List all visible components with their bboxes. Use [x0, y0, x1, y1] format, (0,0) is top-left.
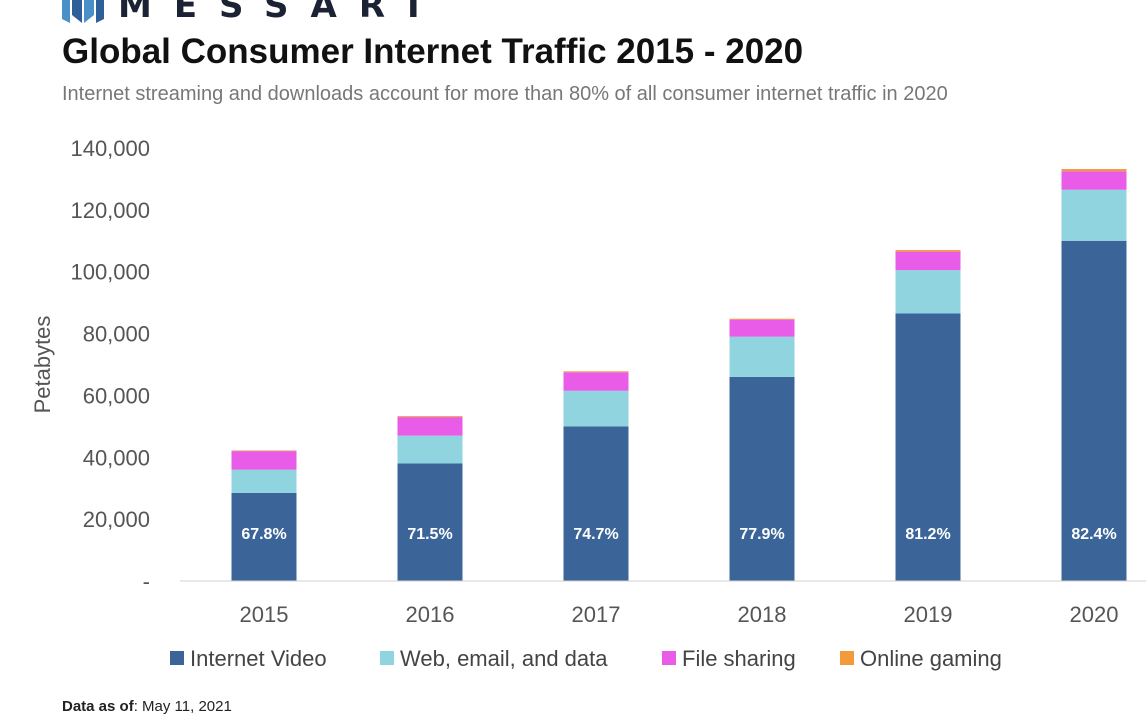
legend-label: File sharing [682, 646, 796, 671]
x-tick-label: 2015 [240, 602, 289, 627]
y-tick-label: 40,000 [83, 445, 150, 470]
data-label: 77.9% [739, 526, 784, 543]
data-as-of-value: May 11, 2021 [142, 698, 232, 715]
data-label: 81.2% [905, 526, 950, 543]
bar-segment [397, 435, 463, 464]
y-tick-label: 60,000 [83, 383, 150, 408]
x-tick-label: 2020 [1070, 602, 1119, 627]
bar-segment [1061, 171, 1127, 190]
chart-title: Global Consumer Internet Traffic 2015 - … [62, 32, 804, 71]
legend-item: Online gaming [840, 646, 1002, 671]
y-tick-label: - [143, 569, 150, 594]
bar-group-2020: 82.4% [1061, 169, 1127, 582]
data-label: 71.5% [407, 526, 452, 543]
legend: Internet Video Web, email, and data File s… [170, 646, 1002, 671]
bar-segment [397, 417, 463, 436]
brand-header: MESSARI [62, 0, 442, 26]
y-axis: - 20,000 40,000 60,000 80,000 100,000 120,000 1… [30, 136, 150, 594]
legend-swatch [380, 651, 394, 665]
legend-label: Online gaming [860, 646, 1002, 671]
y-axis-label: Petabytes [30, 316, 55, 414]
bar-segment [563, 372, 629, 391]
bar-group-2016: 71.5% [397, 416, 463, 581]
brand-name: MESSARI [118, 0, 442, 26]
data-label: 74.7% [573, 526, 618, 543]
bar-segment [231, 450, 297, 452]
bar-segment [231, 469, 297, 493]
bar-segment [1061, 189, 1127, 241]
bar-segment [729, 376, 795, 581]
x-tick-label: 2017 [572, 602, 621, 627]
bar-segment [397, 463, 463, 581]
x-tick-label: 2019 [904, 602, 953, 627]
bar-group-2018: 77.9% [729, 318, 795, 581]
bar-segment [231, 492, 297, 581]
bar-segment [1061, 240, 1127, 582]
legend-item: Internet Video [170, 646, 327, 671]
y-tick-label: 100,000 [70, 260, 150, 285]
data-label: 67.8% [241, 526, 286, 543]
legend-swatch [840, 651, 854, 665]
bar-segment [563, 390, 629, 427]
stacked-bar-chart: - 20,000 40,000 60,000 80,000 100,000 120,000 1… [30, 136, 1146, 671]
legend-item: File sharing [662, 646, 796, 671]
bar-segment [563, 371, 629, 373]
y-tick-label: 80,000 [83, 322, 150, 347]
bar-segment [895, 251, 961, 271]
y-tick-label: 140,000 [70, 136, 150, 161]
bar-segment [729, 336, 795, 377]
legend-label: Web, email, and data [400, 646, 608, 671]
bars: 67.8% 71.5% 74.7% 77.9% 81.2% 82.4% [231, 169, 1127, 582]
legend-item: Web, email, and data [380, 646, 608, 671]
bar-group-2019: 81.2% [895, 250, 961, 581]
bar-segment [729, 319, 795, 337]
x-axis: 2015 2016 2017 2018 2019 2020 [180, 580, 1146, 627]
bar-segment [895, 250, 961, 252]
legend-label: Internet Video [190, 646, 327, 671]
x-tick-label: 2018 [738, 602, 787, 627]
data-as-of: Data as of: May 11, 2021 [62, 698, 232, 715]
data-as-of-label: Data as of [62, 698, 134, 715]
data-label: 82.4% [1071, 526, 1116, 543]
y-tick-label: 120,000 [70, 198, 150, 223]
bar-segment [1061, 169, 1127, 172]
legend-swatch [662, 651, 676, 665]
bar-segment [729, 318, 795, 320]
bar-segment [397, 416, 463, 418]
y-tick-label: 20,000 [83, 507, 150, 532]
bar-segment [563, 426, 629, 581]
bar-segment [895, 270, 961, 314]
legend-swatch [170, 651, 184, 665]
messari-logo-icon [62, 0, 104, 23]
chart-subtitle: Internet streaming and downloads account… [62, 83, 948, 105]
bar-segment [231, 451, 297, 470]
bar-segment [895, 313, 961, 581]
bar-group-2015: 67.8% [231, 450, 297, 581]
bar-group-2017: 74.7% [563, 371, 629, 581]
x-tick-label: 2016 [406, 602, 455, 627]
